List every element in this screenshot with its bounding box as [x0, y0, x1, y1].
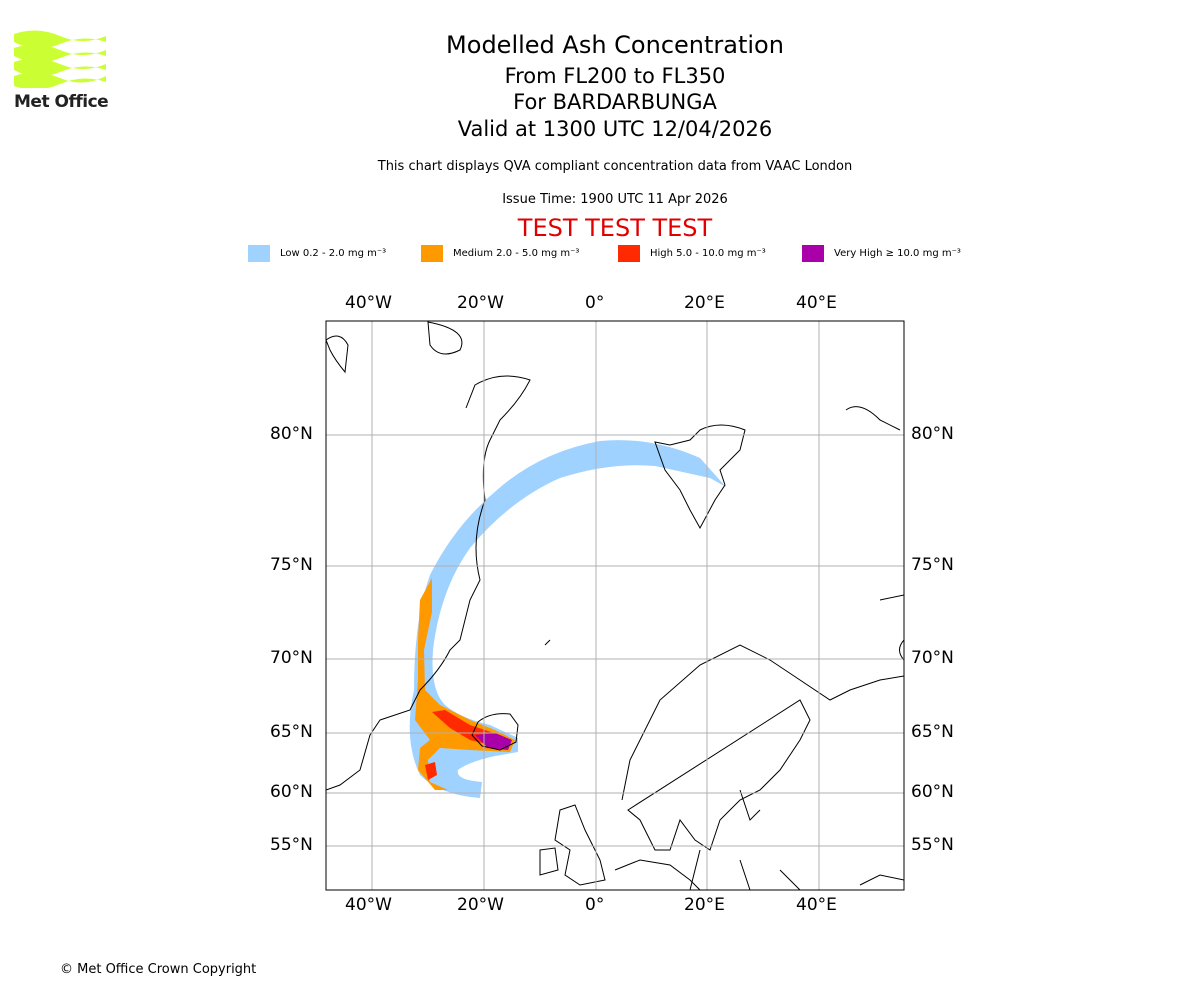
legend-label: Low 0.2 - 2.0 mg m⁻³ — [280, 248, 387, 259]
lat-label-left: 60°N — [270, 782, 313, 802]
met-office-logo — [14, 30, 106, 88]
lat-label-left: 80°N — [270, 424, 313, 444]
legend-label: Medium 2.0 - 5.0 mg m⁻³ — [453, 248, 580, 259]
lat-label-left: 55°N — [270, 835, 313, 855]
lat-label-right: 80°N — [911, 424, 954, 444]
legend-very-high: Very High ≥ 10.0 mg m⁻³ — [802, 245, 961, 262]
lon-label-top: 0° — [585, 293, 605, 313]
legend-high: High 5.0 - 10.0 mg m⁻³ — [618, 245, 766, 262]
lat-label-right: 65°N — [911, 722, 954, 742]
coastlines — [326, 321, 904, 890]
lat-label-right: 60°N — [911, 782, 954, 802]
ash-low — [409, 440, 726, 798]
lat-label-right: 75°N — [911, 555, 954, 575]
lat-label-left: 65°N — [270, 722, 313, 742]
legend-label: High 5.0 - 10.0 mg m⁻³ — [650, 248, 766, 259]
lon-label-top: 20°W — [457, 293, 504, 313]
compliance-note: This chart displays QVA compliant concen… — [377, 159, 853, 174]
lon-label-bottom: 0° — [585, 895, 605, 915]
ash-plume — [409, 440, 726, 798]
test-banner: TEST TEST TEST — [517, 214, 713, 242]
lon-label-top: 20°E — [684, 293, 725, 313]
lat-label-right: 55°N — [911, 835, 954, 855]
legend-swatch — [421, 245, 443, 262]
flight-level: From FL200 to FL350 — [504, 64, 726, 88]
lat-label-left: 75°N — [270, 555, 313, 575]
lon-label-bottom: 40°E — [796, 895, 837, 915]
volcano-name: For BARDARBUNGA — [513, 90, 717, 114]
gridlines — [326, 321, 904, 890]
legend-swatch — [618, 245, 640, 262]
legend-label: Very High ≥ 10.0 mg m⁻³ — [834, 248, 961, 259]
lon-label-bottom: 40°W — [345, 895, 392, 915]
valid-time: Valid at 1300 UTC 12/04/2026 — [457, 117, 773, 141]
map-frame — [325, 320, 905, 891]
legend-low: Low 0.2 - 2.0 mg m⁻³ — [248, 245, 386, 262]
legend-medium: Medium 2.0 - 5.0 mg m⁻³ — [421, 245, 579, 262]
lon-label-bottom: 20°W — [457, 895, 504, 915]
legend-swatch — [802, 245, 824, 262]
chart-title: Modelled Ash Concentration — [446, 31, 784, 59]
issue-time: Issue Time: 1900 UTC 11 Apr 2026 — [502, 192, 728, 207]
lat-label-left: 70°N — [270, 648, 313, 668]
lon-label-top: 40°W — [345, 293, 392, 313]
lat-label-right: 70°N — [911, 648, 954, 668]
lon-label-top: 40°E — [796, 293, 837, 313]
copyright: © Met Office Crown Copyright — [60, 962, 257, 977]
legend-swatch — [248, 245, 270, 262]
logo-text: Met Office — [14, 92, 109, 112]
lon-label-bottom: 20°E — [684, 895, 725, 915]
